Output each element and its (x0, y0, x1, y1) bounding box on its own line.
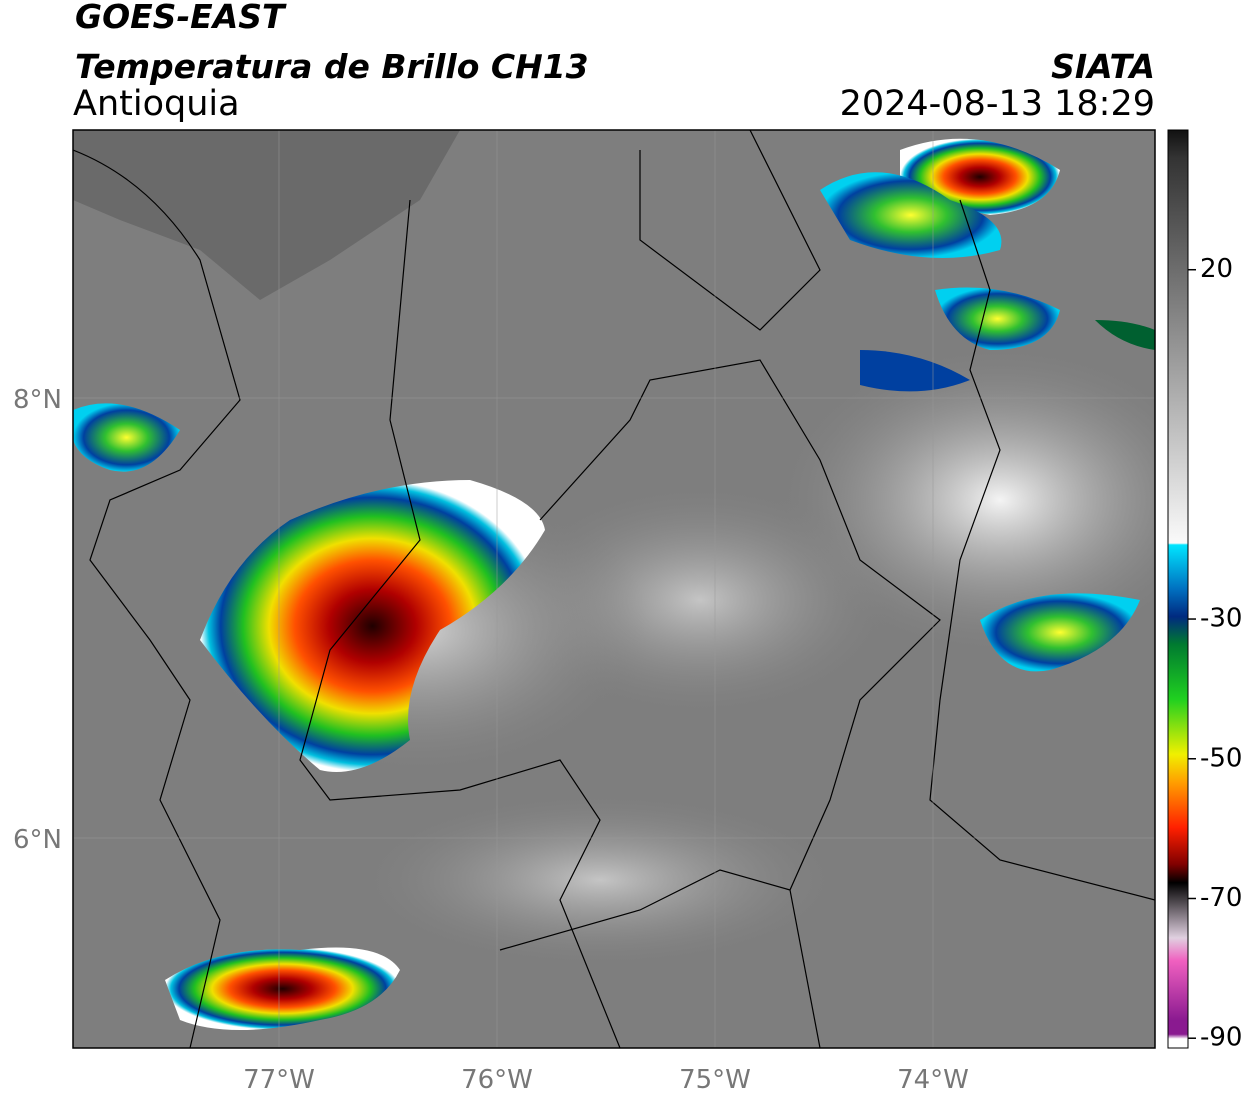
colorbar-tick-label: -30 (1200, 604, 1242, 634)
map-frame (72, 129, 1156, 1049)
source: SIATA (1051, 47, 1155, 86)
timestamp: 2024-08-13 18:29 (840, 84, 1155, 124)
lon-label: 75°W (679, 1065, 751, 1095)
colorbar-tick-label: 20 (1200, 254, 1233, 284)
lat-label: 8°N (13, 385, 62, 415)
map-image (73, 130, 1155, 1048)
lon-label: 77°W (243, 1065, 315, 1095)
region: Antioquia (73, 84, 240, 124)
colorbar-tick-label: -90 (1200, 1023, 1242, 1053)
lon-label: 74°W (897, 1065, 969, 1095)
lon-label: 76°W (461, 1065, 533, 1095)
colorbar (1167, 129, 1189, 1049)
title: GOES-EAST (75, 0, 287, 36)
lat-label: 6°N (13, 825, 62, 855)
subtitle: Temperatura de Brillo CH13 (75, 47, 589, 86)
colorbar-tick-label: -50 (1200, 743, 1242, 773)
colorbar-tick-label: -70 (1200, 883, 1242, 913)
